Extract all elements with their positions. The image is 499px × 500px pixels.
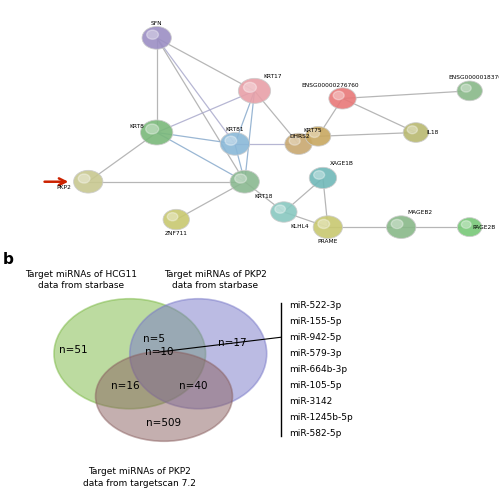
Circle shape xyxy=(142,26,171,49)
Text: KRT17: KRT17 xyxy=(264,74,282,79)
Text: ENSG00000183706: ENSG00000183706 xyxy=(448,75,499,80)
Text: miR-579-3p: miR-579-3p xyxy=(289,349,341,358)
Text: n=40: n=40 xyxy=(179,381,208,391)
Text: n=51: n=51 xyxy=(59,345,88,355)
Circle shape xyxy=(387,216,416,238)
Circle shape xyxy=(391,220,403,228)
Text: IL18: IL18 xyxy=(427,130,439,135)
Circle shape xyxy=(244,82,256,92)
Circle shape xyxy=(309,168,337,188)
Text: KLHL4: KLHL4 xyxy=(290,224,309,229)
Circle shape xyxy=(458,218,482,236)
Text: miR-942-5p: miR-942-5p xyxy=(289,332,341,342)
Text: PKP2: PKP2 xyxy=(56,185,71,190)
Text: miR-105-5p: miR-105-5p xyxy=(289,381,341,390)
Circle shape xyxy=(235,174,247,183)
Text: KRT18: KRT18 xyxy=(254,194,272,198)
Text: PAGE2B: PAGE2B xyxy=(473,224,496,230)
Text: SFN: SFN xyxy=(151,21,163,26)
Text: miR-1245b-5p: miR-1245b-5p xyxy=(289,413,352,422)
Circle shape xyxy=(457,81,483,100)
Circle shape xyxy=(230,170,259,193)
Circle shape xyxy=(403,122,429,142)
Ellipse shape xyxy=(95,351,233,441)
Circle shape xyxy=(146,124,159,134)
Circle shape xyxy=(329,88,356,109)
Text: Target miRNAs of PKP2
data from targetscan 7.2: Target miRNAs of PKP2 data from targetsc… xyxy=(83,468,196,487)
Text: PRAME: PRAME xyxy=(318,239,338,244)
Text: miR-582-5p: miR-582-5p xyxy=(289,429,341,438)
Circle shape xyxy=(462,220,471,228)
Text: KRT75: KRT75 xyxy=(303,128,321,133)
Circle shape xyxy=(407,126,417,134)
Text: b: b xyxy=(2,252,13,268)
Circle shape xyxy=(305,126,331,146)
Ellipse shape xyxy=(54,298,206,409)
Circle shape xyxy=(239,78,270,104)
Text: n=16: n=16 xyxy=(111,381,139,391)
Text: n=17: n=17 xyxy=(218,338,247,347)
Text: ENSG00000276760: ENSG00000276760 xyxy=(301,82,359,87)
Circle shape xyxy=(220,132,250,155)
Text: KRT81: KRT81 xyxy=(226,127,244,132)
Text: XAGE1B: XAGE1B xyxy=(330,161,353,166)
Circle shape xyxy=(461,84,471,92)
Circle shape xyxy=(225,136,237,145)
Text: ZNF711: ZNF711 xyxy=(165,232,188,236)
Circle shape xyxy=(285,134,312,154)
Text: n=509: n=509 xyxy=(147,418,182,428)
Text: miR-664b-3p: miR-664b-3p xyxy=(289,365,347,374)
Text: n=5: n=5 xyxy=(143,334,165,344)
Circle shape xyxy=(163,210,190,230)
Circle shape xyxy=(314,170,324,179)
Circle shape xyxy=(289,136,300,145)
Text: miR-3142: miR-3142 xyxy=(289,397,332,406)
Circle shape xyxy=(141,120,173,145)
Text: miR-155-5p: miR-155-5p xyxy=(289,316,341,326)
Ellipse shape xyxy=(130,298,266,409)
Text: DHRS2: DHRS2 xyxy=(289,134,310,139)
Circle shape xyxy=(147,30,159,39)
Circle shape xyxy=(275,205,285,213)
Text: miR-522-3p: miR-522-3p xyxy=(289,300,341,310)
Circle shape xyxy=(309,130,319,138)
Text: n=10: n=10 xyxy=(145,347,173,357)
Circle shape xyxy=(78,174,90,183)
Circle shape xyxy=(167,212,178,221)
Circle shape xyxy=(333,91,344,100)
Circle shape xyxy=(270,202,297,222)
Circle shape xyxy=(313,216,342,238)
Text: Target miRNAs of HCG11
data from starbase: Target miRNAs of HCG11 data from starbas… xyxy=(25,270,137,290)
Circle shape xyxy=(73,170,103,193)
Text: Target miRNAs of PKP2
data from starbase: Target miRNAs of PKP2 data from starbase xyxy=(164,270,267,290)
Text: MAGEB2: MAGEB2 xyxy=(407,210,432,216)
Circle shape xyxy=(318,220,330,228)
Text: KRT8: KRT8 xyxy=(130,124,145,130)
